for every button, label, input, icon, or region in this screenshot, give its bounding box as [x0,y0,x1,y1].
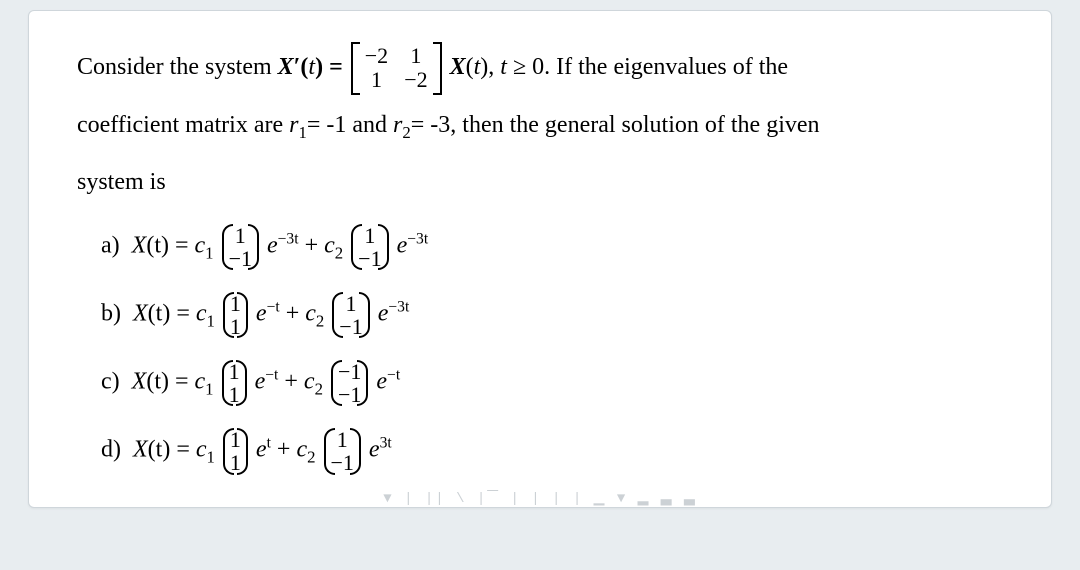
footer-decoration: ▼ | || \ |▔ | | | | ▁ ▼ ▂ ▃ ▃ [383,490,696,507]
vector: 1−1 [324,428,361,474]
vector: 1−1 [351,224,388,270]
vector: −1−1 [331,360,368,406]
vector: 11 [223,292,248,338]
vector: 11 [222,360,247,406]
problem-statement: Consider the system X′(t) = −21 1−2 X(t)… [77,39,1003,212]
coefficient-matrix: −21 1−2 [351,44,442,92]
line3: system is [77,169,166,195]
problem-card: Consider the system X′(t) = −21 1−2 X(t)… [28,10,1052,508]
line2a: coefficient matrix are [77,112,289,138]
vector: 1−1 [222,224,259,270]
options-list: a) X(t) = c1 1−1 e−3t + c2 1−1 e−3t b) X… [77,224,1003,475]
option-c: c) X(t) = c1 11 e−t + c2 −1−1 e−t [101,360,1003,406]
intro-text: Consider the system [77,54,278,80]
option-b: b) X(t) = c1 11 e−t + c2 1−1 e−3t [101,292,1003,338]
vector: 1−1 [332,292,369,338]
option-d: d) X(t) = c1 11 et + c2 1−1 e3t [101,428,1003,474]
system-lhs: X [278,54,294,80]
vector: 11 [223,428,248,474]
option-a: a) X(t) = c1 1−1 e−3t + c2 1−1 e−3t [101,224,1003,270]
